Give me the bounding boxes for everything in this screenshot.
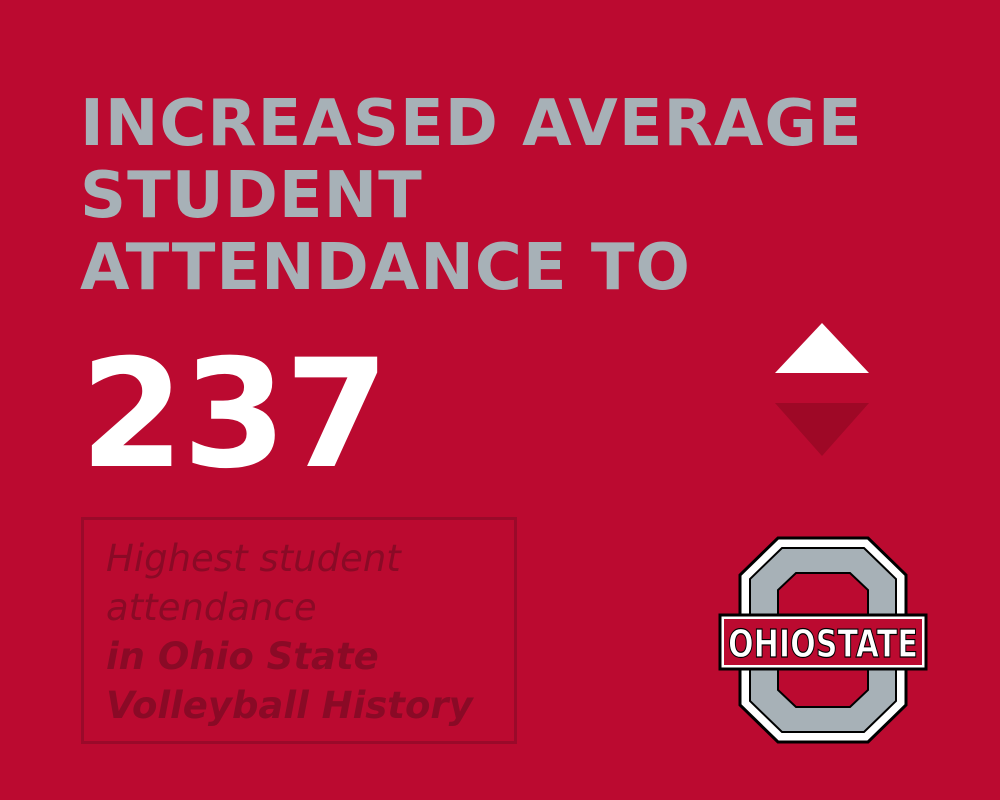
headline-line-3: ATTENDANCE TO [80,231,691,305]
arrow-up-icon [775,323,869,373]
headline-line-1: INCREASED AVERAGE [80,87,863,161]
attendance-number: 237 [80,328,389,502]
arrow-down-icon [775,403,869,456]
note-line-2: attendance [106,586,317,629]
headline-line-2: STUDENT [80,159,423,233]
note-line-4: Volleyball History [106,684,473,727]
ohio-state-logo: OHIOSTATE [718,536,928,744]
logo-wordmark: OHIOSTATE [728,622,918,666]
note-line-3: in Ohio State [106,635,379,678]
note-box: Highest student attendance in Ohio State… [81,517,517,744]
trend-indicator [775,323,869,456]
headline: INCREASED AVERAGE STUDENT ATTENDANCE TO [80,88,980,304]
note-line-1: Highest student [106,537,401,580]
